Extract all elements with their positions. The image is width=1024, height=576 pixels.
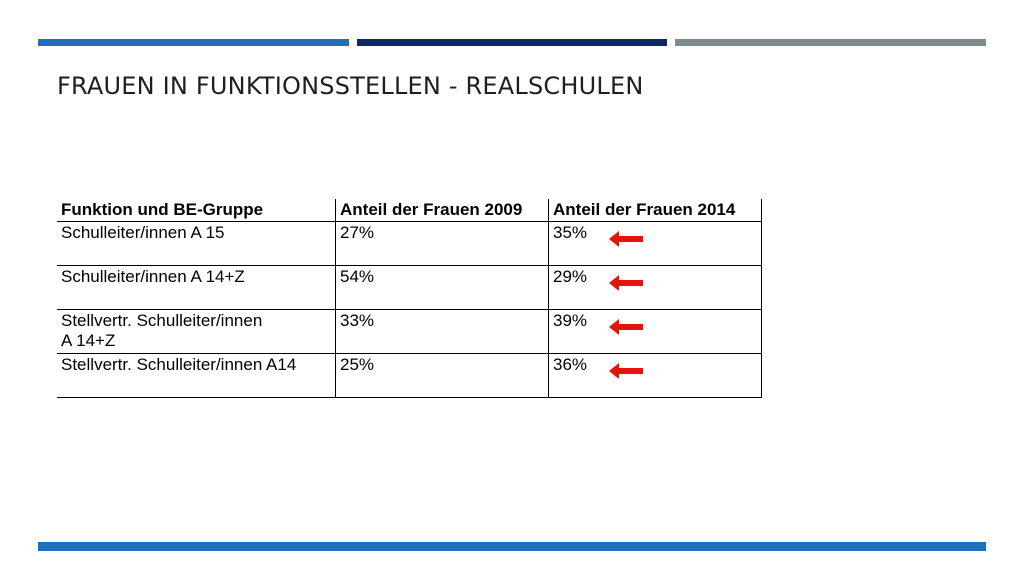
slide-title: FRAUEN IN FUNKTIONSSTELLEN - REALSCHULEN xyxy=(57,72,644,100)
header-bar-gray xyxy=(675,39,986,46)
cell-funktion: Stellvertr. Schulleiter/innen A14 xyxy=(57,353,336,398)
cell-anteil-2009: 54% xyxy=(335,265,549,310)
footer-bar xyxy=(38,542,986,551)
value-2014: 39% xyxy=(553,311,588,330)
header-bar-blue xyxy=(38,39,349,46)
cell-anteil-2014: 35% xyxy=(548,221,762,266)
cell-anteil-2009: 25% xyxy=(335,353,549,398)
header-bar-navy xyxy=(357,39,667,46)
cell-anteil-2014: 39% xyxy=(548,309,762,354)
value-2014: 36% xyxy=(553,355,588,374)
left-arrow-icon xyxy=(609,363,644,379)
table-row: Stellvertr. Schulleiter/innen A14 25% 36… xyxy=(57,353,762,398)
funktion-line-1: Stellvertr. Schulleiter/innen xyxy=(61,311,263,330)
left-arrow-icon xyxy=(609,319,644,335)
cell-funktion: Stellvertr. Schulleiter/innen A 14+Z xyxy=(57,309,336,354)
header-anteil-2009: Anteil der Frauen 2009 xyxy=(335,199,549,222)
funktion-line-2: A 14+Z xyxy=(61,331,116,350)
cell-anteil-2014: 36% xyxy=(548,353,762,398)
cell-anteil-2009: 27% xyxy=(335,221,549,266)
table-row: Stellvertr. Schulleiter/innen A 14+Z 33%… xyxy=(57,309,762,354)
table-header-row: Funktion und BE-Gruppe Anteil der Frauen… xyxy=(57,199,762,222)
cell-anteil-2014: 29% xyxy=(548,265,762,310)
table-row: Schulleiter/innen A 14+Z 54% 29% xyxy=(57,265,762,310)
cell-anteil-2009: 33% xyxy=(335,309,549,354)
header-funktion: Funktion und BE-Gruppe xyxy=(57,199,336,222)
value-2014: 35% xyxy=(553,223,588,242)
table-row: Schulleiter/innen A 15 27% 35% xyxy=(57,221,762,266)
left-arrow-icon xyxy=(609,231,644,247)
left-arrow-icon xyxy=(609,275,644,291)
cell-funktion: Schulleiter/innen A 14+Z xyxy=(57,265,336,310)
cell-funktion: Schulleiter/innen A 15 xyxy=(57,221,336,266)
value-2014: 29% xyxy=(553,267,588,286)
data-table: Funktion und BE-Gruppe Anteil der Frauen… xyxy=(57,199,762,398)
header-anteil-2014: Anteil der Frauen 2014 xyxy=(548,199,762,222)
